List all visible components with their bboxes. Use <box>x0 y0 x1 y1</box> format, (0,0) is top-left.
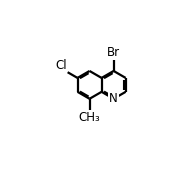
Text: N: N <box>109 92 118 105</box>
Text: Cl: Cl <box>55 58 67 72</box>
Text: CH₃: CH₃ <box>79 111 100 124</box>
Text: Br: Br <box>107 46 120 59</box>
